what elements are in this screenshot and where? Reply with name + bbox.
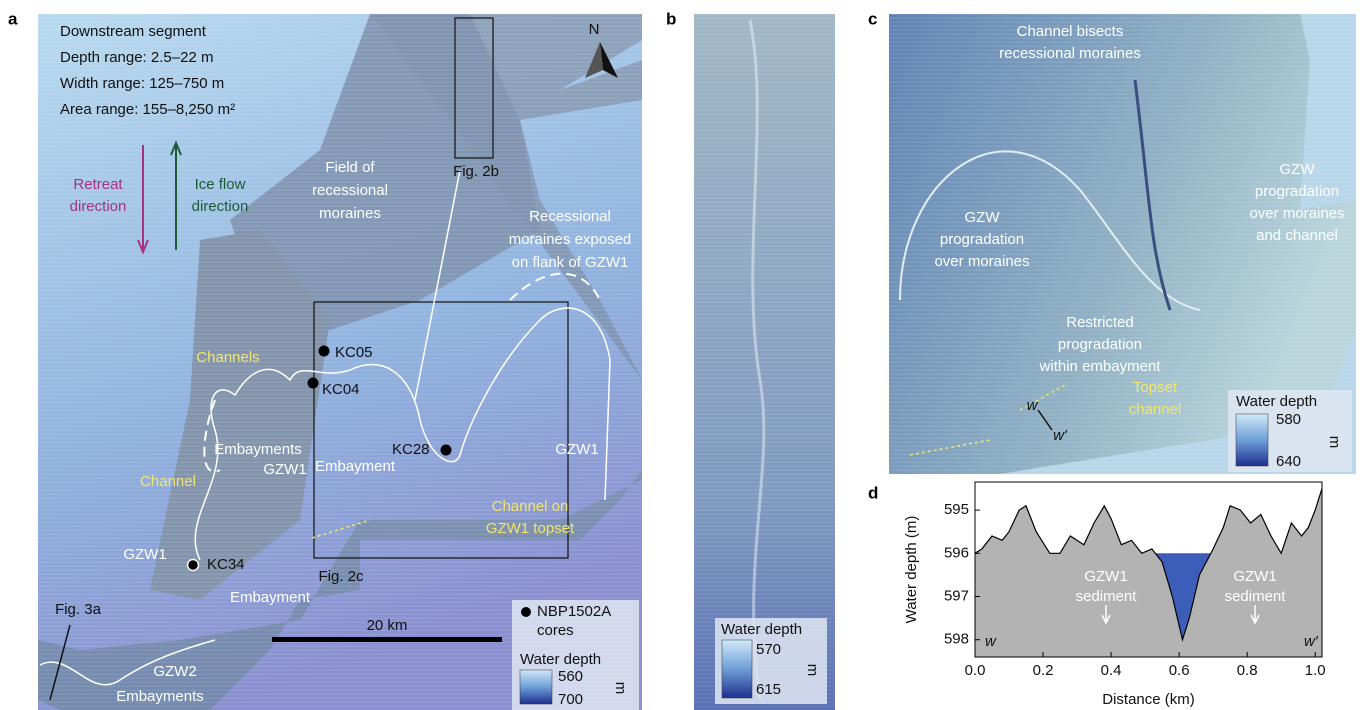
label: progradation bbox=[1255, 183, 1339, 200]
annotation: GZW1 bbox=[1233, 568, 1276, 585]
label: d bbox=[868, 483, 878, 502]
y-tick-label: 595 bbox=[944, 501, 969, 518]
label: N bbox=[589, 21, 600, 38]
x-tick-label: 0.8 bbox=[1237, 662, 1258, 679]
label: recessional moraines bbox=[999, 45, 1141, 62]
y-tick-label: 597 bbox=[944, 587, 969, 604]
label: GZW1 bbox=[123, 546, 166, 563]
label: Channel bbox=[140, 473, 196, 490]
label: Water depth bbox=[1236, 393, 1317, 410]
x-tick-label: 1.0 bbox=[1305, 662, 1326, 679]
label: GZW1 bbox=[555, 441, 598, 458]
annotation: sediment bbox=[1225, 588, 1287, 605]
label: 615 bbox=[756, 681, 781, 698]
end-label: w′ bbox=[1304, 633, 1319, 650]
label: Restricted bbox=[1066, 314, 1134, 331]
label: Field of bbox=[325, 159, 375, 176]
label: GZW2 bbox=[153, 663, 196, 680]
label: Downstream segment bbox=[60, 23, 207, 40]
label: cores bbox=[537, 622, 574, 639]
label: KC28 bbox=[392, 441, 430, 458]
label: Depth range: 2.5–22 m bbox=[60, 49, 213, 66]
label: b bbox=[666, 9, 676, 28]
label: Channel on bbox=[492, 498, 569, 515]
label: Area range: 155–8,250 m² bbox=[60, 101, 235, 118]
label: direction bbox=[70, 198, 127, 215]
label: w′ bbox=[1053, 427, 1068, 444]
label: 20 km bbox=[367, 617, 408, 634]
x-tick-label: 0.6 bbox=[1169, 662, 1190, 679]
label: Water depth bbox=[721, 621, 802, 638]
label: direction bbox=[192, 198, 249, 215]
label: a bbox=[8, 9, 18, 28]
label: NBP1502A bbox=[537, 603, 611, 620]
label: Retreat bbox=[73, 176, 123, 193]
profile-chart: 595 596 597 598 0.0 0.2 0.4 0.6 0.8 1.0 Distance (… bbox=[903, 482, 1326, 708]
label: c bbox=[868, 9, 877, 28]
label: Water depth bbox=[520, 651, 601, 668]
label: recessional bbox=[312, 182, 388, 199]
label: m bbox=[804, 664, 821, 677]
label: 580 bbox=[1276, 411, 1301, 428]
y-axis-title: Water depth (m) bbox=[903, 516, 920, 624]
label: progradation bbox=[1058, 336, 1142, 353]
label: Width range: 125–750 m bbox=[60, 75, 224, 92]
label: 560 bbox=[558, 668, 583, 685]
label: GZW1 bbox=[263, 461, 306, 478]
label: KC34 bbox=[207, 556, 245, 573]
x-tick-label: 0.2 bbox=[1033, 662, 1054, 679]
label: and channel bbox=[1256, 227, 1338, 244]
label: m bbox=[1326, 436, 1343, 449]
label: 700 bbox=[558, 691, 583, 708]
label: Ice flow bbox=[195, 176, 246, 193]
label: KC05 bbox=[335, 344, 373, 361]
label: moraines bbox=[319, 205, 381, 222]
label: KC04 bbox=[322, 381, 360, 398]
label: Recessional bbox=[529, 208, 611, 225]
label: Topset bbox=[1133, 379, 1178, 396]
label: w bbox=[1027, 397, 1039, 414]
end-label: w bbox=[985, 633, 997, 650]
label: GZW bbox=[965, 209, 1001, 226]
label: Fig. 2b bbox=[453, 163, 499, 180]
label: 640 bbox=[1276, 453, 1301, 470]
x-axis-title: Distance (km) bbox=[1102, 691, 1195, 708]
label: channel bbox=[1129, 401, 1182, 418]
y-tick-label: 598 bbox=[944, 631, 969, 648]
label: over moraines bbox=[934, 253, 1029, 270]
label: Fig. 2c bbox=[318, 568, 364, 585]
label: on flank of GZW1 bbox=[512, 254, 629, 271]
label: m bbox=[612, 682, 629, 695]
label: 570 bbox=[756, 641, 781, 658]
label: moraines exposed bbox=[509, 231, 632, 248]
annotation: sediment bbox=[1076, 588, 1138, 605]
figure: a Downstream segment Depth range: 2.5–22 m… bbox=[0, 0, 1360, 710]
label: progradation bbox=[940, 231, 1024, 248]
map-b bbox=[694, 14, 835, 710]
label: GZW bbox=[1280, 161, 1316, 178]
x-tick-label: 0.4 bbox=[1101, 662, 1122, 679]
label: Embayments bbox=[116, 688, 204, 705]
label: Channel bisects bbox=[1017, 23, 1124, 40]
label: Embayment bbox=[315, 458, 396, 475]
label: GZW1 topset bbox=[486, 520, 575, 537]
label: Channels bbox=[196, 349, 259, 366]
label: Embayments bbox=[214, 441, 302, 458]
annotation: GZW1 bbox=[1084, 568, 1127, 585]
x-tick-label: 0.0 bbox=[965, 662, 986, 679]
label: within embayment bbox=[1039, 358, 1162, 375]
y-tick-label: 596 bbox=[944, 544, 969, 561]
label: over moraines bbox=[1249, 205, 1344, 222]
label: Embayment bbox=[230, 589, 311, 606]
label: Fig. 3a bbox=[55, 601, 102, 618]
